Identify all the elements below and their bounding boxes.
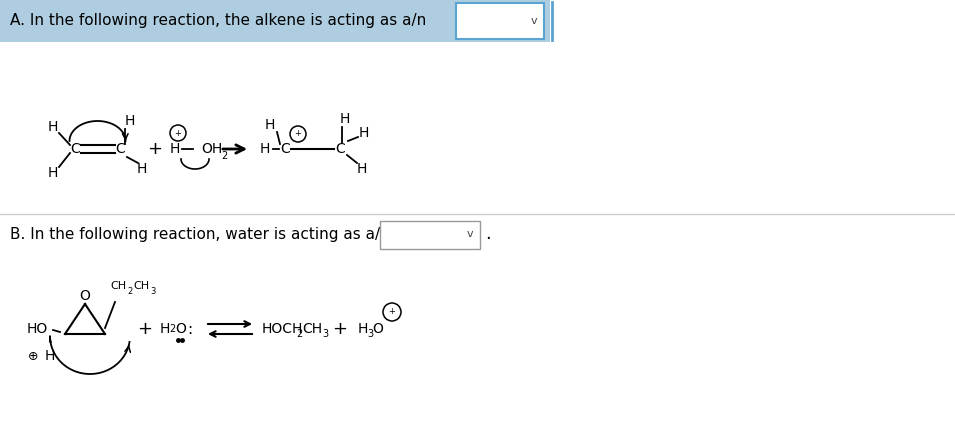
Text: H: H [45,349,55,363]
Text: C: C [335,142,345,156]
Text: B. In the following reaction, water is acting as a/n: B. In the following reaction, water is a… [10,227,390,242]
Text: ⊕: ⊕ [28,350,38,363]
Text: O: O [175,322,186,336]
Text: +: + [147,140,162,158]
Text: 3: 3 [150,287,156,296]
Text: v: v [531,16,538,26]
Text: 2: 2 [296,329,302,339]
Bar [0,0,550,42]
Text: CH: CH [302,322,322,336]
Text: H: H [340,112,350,126]
Text: C: C [280,142,290,156]
Text: H: H [48,120,58,134]
Text: :: : [187,321,192,336]
Text: 2: 2 [127,287,132,296]
Text: H: H [358,322,369,336]
Text: HO: HO [27,322,48,336]
Text: H: H [265,118,275,132]
Text: HOCH: HOCH [262,322,304,336]
Text: H: H [160,322,170,336]
Text: +: + [294,130,302,139]
Text: OH: OH [201,142,223,156]
Bar [456,3,544,39]
Text: 2: 2 [221,151,227,161]
Text: .: . [485,225,491,243]
Text: A. In the following reaction, the alkene is acting as a/n: A. In the following reaction, the alkene… [10,13,426,28]
Text: 3: 3 [367,329,373,339]
Text: C: C [70,142,80,156]
Text: +: + [175,129,181,138]
Text: +: + [138,320,153,338]
Text: 2: 2 [169,324,176,334]
Text: O: O [79,289,91,303]
Text: H: H [125,114,136,128]
Text: 3: 3 [322,329,329,339]
Text: C: C [116,142,125,156]
Text: H: H [359,126,370,140]
Text: H: H [137,162,147,176]
Text: O: O [372,322,383,336]
Text: H: H [260,142,270,156]
Text: v: v [467,229,474,239]
Text: CH: CH [133,281,149,291]
Text: H: H [48,166,58,180]
Text: CH: CH [110,281,126,291]
Bar [380,221,480,249]
Text: H: H [357,162,367,176]
Text: +: + [332,320,348,338]
Text: +: + [389,308,395,317]
Text: H: H [170,142,180,156]
